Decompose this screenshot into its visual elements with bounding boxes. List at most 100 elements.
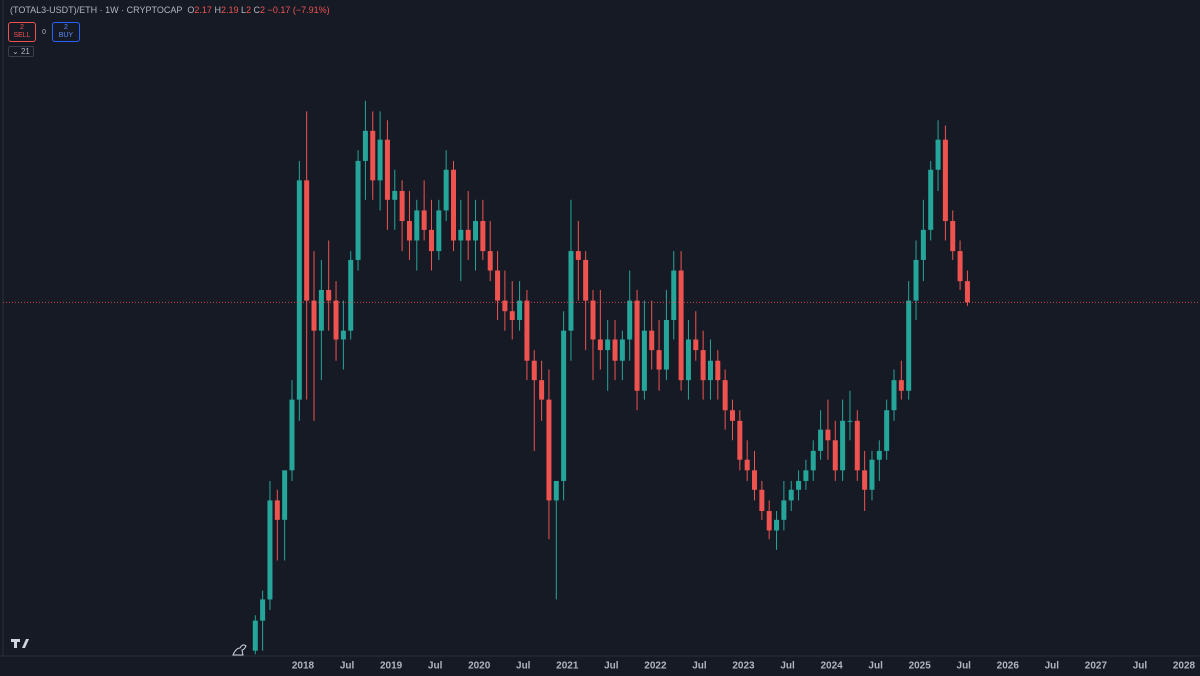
candle-body — [487, 251, 493, 271]
candle-body — [869, 459, 875, 490]
candle-body — [370, 130, 376, 181]
candle-body — [722, 380, 728, 411]
candle-body — [561, 330, 567, 481]
x-tick-label: Jul — [340, 661, 355, 672]
candle-body — [311, 300, 317, 331]
change: −0.17 — [267, 5, 291, 15]
candle-body — [715, 360, 721, 381]
x-tick-label: Jul — [957, 661, 972, 672]
candle-body — [539, 380, 545, 400]
candle-body — [920, 229, 926, 260]
candle-body — [436, 210, 442, 252]
x-tick-label: 2024 — [820, 661, 843, 672]
x-tick-label: 2019 — [380, 661, 403, 672]
trade-buttons: 2 SELL 0 2 BUY — [8, 22, 80, 42]
candle-body — [627, 300, 633, 340]
x-tick-label: Jul — [692, 661, 707, 672]
buy-label: BUY — [58, 32, 74, 39]
candle-body — [428, 229, 434, 252]
candle-body — [913, 259, 919, 301]
x-tick-label: 2021 — [556, 661, 579, 672]
candle-body — [964, 281, 970, 303]
candle-body — [685, 339, 691, 381]
candle-body — [693, 339, 699, 351]
candle-body — [509, 311, 515, 321]
candle-body — [942, 139, 948, 222]
candle-body — [671, 270, 677, 321]
buy-count: 2 — [63, 24, 68, 31]
candle-body — [274, 500, 280, 520]
candle-body — [737, 420, 743, 460]
candle-body — [818, 429, 824, 451]
candle-body — [252, 620, 258, 651]
ohlc-label: O — [187, 5, 195, 15]
candle-body — [605, 339, 611, 351]
sell-label: SELL — [13, 32, 31, 39]
candle-body — [649, 330, 655, 351]
candle-body — [546, 399, 552, 501]
x-tick-label: 2027 — [1085, 661, 1108, 672]
candle-body — [377, 139, 383, 181]
candle-body — [480, 221, 486, 252]
candle-body — [296, 180, 302, 400]
candle-body — [906, 300, 912, 391]
candle-body — [707, 360, 713, 381]
candle-body — [414, 210, 420, 241]
candle-body — [898, 380, 904, 391]
candle-body — [495, 270, 501, 301]
x-tick-label: Jul — [868, 661, 883, 672]
x-tick-label: 2026 — [997, 661, 1020, 672]
candle-body — [634, 300, 640, 391]
candle-body — [803, 470, 809, 481]
x-tick-label: 2025 — [909, 661, 932, 672]
candle-body — [318, 289, 324, 331]
sell-button[interactable]: 2 SELL — [8, 22, 36, 42]
tv-logo — [11, 639, 29, 648]
candle-body — [399, 190, 405, 222]
candle-body — [531, 360, 537, 381]
candle-body — [502, 300, 508, 312]
x-tick-label: Jul — [780, 661, 795, 672]
x-tick-label: Jul — [516, 661, 531, 672]
candle-body — [656, 350, 662, 370]
candle-body — [326, 289, 332, 301]
candle-body — [729, 410, 735, 421]
candle-body — [781, 500, 787, 520]
candle-body — [384, 139, 390, 200]
candle-body — [612, 339, 618, 361]
ohlc-label: L — [240, 5, 246, 15]
spread: 0 — [42, 28, 46, 36]
candle-body — [832, 440, 838, 471]
sell-count: 2 — [20, 24, 24, 31]
candle-body — [810, 450, 816, 471]
time-axis — [0, 656, 1200, 676]
indicator-toggle[interactable]: ⌄ 21 — [8, 46, 34, 57]
x-tick-label: 2028 — [1173, 661, 1196, 672]
candle-body — [935, 139, 941, 170]
candle-body — [568, 251, 574, 331]
candle-body — [854, 420, 860, 471]
candle-body — [553, 480, 559, 501]
ohlc-label: H — [214, 5, 221, 15]
candle-body — [774, 519, 780, 531]
ohlc-label: C — [253, 5, 261, 15]
symbol-header: (TOTAL3-USDT)/ETH · 1W · CRYPTOCAP O2.17… — [10, 5, 330, 15]
candle-body — [575, 251, 581, 260]
candle-body — [458, 229, 464, 241]
candle-body — [752, 470, 758, 490]
candle-body — [847, 420, 853, 422]
candle-body — [759, 489, 765, 512]
candle-body — [840, 420, 846, 471]
candle-body — [766, 511, 772, 531]
candle-body — [355, 160, 361, 260]
candle-body — [788, 489, 794, 501]
indicator-count: 21 — [20, 47, 30, 56]
x-tick-label: Jul — [428, 661, 443, 672]
buy-button[interactable]: 2 BUY — [51, 22, 80, 42]
candle-body — [619, 339, 625, 361]
mascot-icon — [232, 644, 247, 656]
ohlc-value: 2.19 — [220, 5, 239, 15]
ohlc-value: 2 — [246, 5, 252, 15]
change-pct: (−7.91%) — [292, 5, 330, 15]
